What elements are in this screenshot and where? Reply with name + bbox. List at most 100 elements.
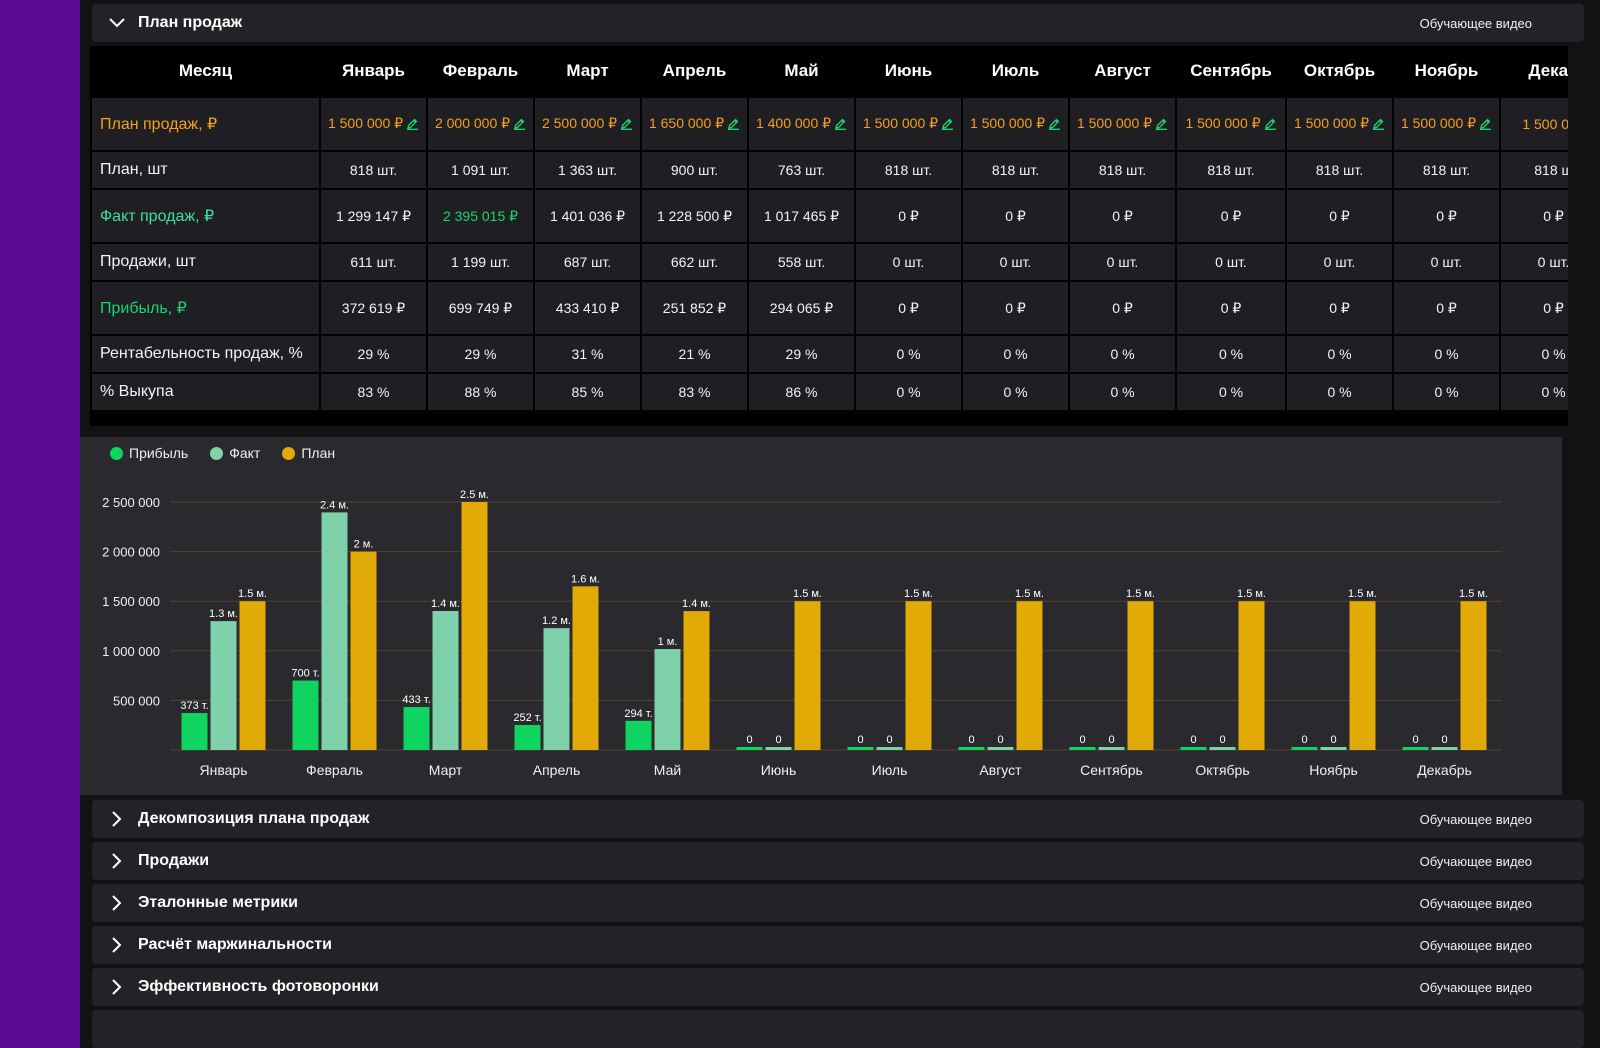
- legend-item[interactable]: Факт: [210, 445, 260, 461]
- pencil-edit-icon[interactable]: [941, 117, 954, 133]
- pencil-edit-icon[interactable]: [727, 117, 740, 133]
- tutorial-video-link[interactable]: Обучающее видео: [1419, 895, 1532, 911]
- section-header[interactable]: Декомпозиция плана продаж Обучающее видео: [92, 800, 1584, 838]
- table-cell: 0 ₽: [1499, 280, 1568, 336]
- x-tick-label: Август: [979, 762, 1022, 778]
- bar-план: [461, 502, 488, 750]
- table-cell: 0 %: [1175, 372, 1287, 412]
- x-tick-label: Сентябрь: [1080, 762, 1143, 778]
- cell-value: 0 %: [1327, 384, 1352, 400]
- data-label: 433 т.: [402, 694, 430, 706]
- chevron-right-icon[interactable]: [96, 842, 138, 880]
- cell-value: 1 299 147 ₽: [335, 207, 412, 224]
- legend-label: Факт: [229, 445, 261, 461]
- pencil-edit-icon[interactable]: [1048, 117, 1061, 133]
- table-cell: 0 шт.: [1392, 242, 1501, 282]
- legend-dot-icon: [210, 446, 224, 460]
- cell-value: 1 017 465 ₽: [763, 207, 840, 224]
- pencil-edit-icon[interactable]: [406, 117, 419, 133]
- data-label: 2 м.: [354, 539, 374, 551]
- pencil-edit-icon[interactable]: [513, 117, 526, 133]
- cell-value: 0 шт.: [1323, 254, 1356, 270]
- bar-план: [1016, 601, 1043, 750]
- editable-plan-cell[interactable]: 1 500 000 ₽: [1175, 96, 1287, 152]
- editable-plan-cell[interactable]: 1 500 000 ₽: [1285, 96, 1394, 152]
- cell-value: 0 шт.: [1430, 254, 1463, 270]
- table-cell: 0 %: [854, 372, 963, 412]
- editable-plan-cell[interactable]: 2 500 000 ₽: [533, 96, 642, 152]
- pencil-edit-icon[interactable]: [834, 117, 847, 133]
- data-label: 252 т.: [513, 712, 541, 724]
- editable-plan-cell[interactable]: 1 650 000 ₽: [640, 96, 749, 152]
- table-cell: 0 ₽: [1175, 280, 1287, 336]
- pencil-edit-icon[interactable]: [1264, 117, 1277, 133]
- column-header: Июнь: [855, 46, 962, 97]
- legend-label: План: [301, 445, 336, 461]
- section-title: План продаж: [138, 14, 243, 31]
- tutorial-video-link[interactable]: Обучающее видео: [1419, 15, 1532, 31]
- cell-value: 0 ₽: [1220, 299, 1242, 316]
- cell-value: 86 %: [785, 384, 818, 400]
- editable-plan-cell[interactable]: 1 500 000: [1499, 96, 1568, 152]
- table-cell: 0 %: [1285, 334, 1394, 374]
- data-label: 2.5 м.: [460, 489, 489, 501]
- table-cell: 900 шт.: [640, 150, 749, 190]
- legend-item[interactable]: План: [282, 445, 335, 461]
- cell-value: 1 500 000 ₽: [1400, 115, 1477, 131]
- chevron-right-icon[interactable]: [96, 884, 138, 922]
- cell-value: 818 шт.: [349, 162, 398, 178]
- column-header: Октябрь: [1286, 46, 1393, 97]
- bar-прибыль: [181, 713, 208, 750]
- section-header[interactable]: Эффективность фотоворонки Обучающее видео: [92, 968, 1584, 1006]
- data-label: 1.5 м.: [793, 588, 822, 600]
- pencil-edit-icon[interactable]: [1155, 117, 1168, 133]
- sales-plan-table: Месяц Январь Февраль Март Апрель Май Июнь Июль А…: [90, 46, 1568, 426]
- bar-план: [683, 611, 710, 750]
- section-header[interactable]: Расчёт маржинальности Обучающее видео: [92, 926, 1584, 964]
- bar-прибыль: [958, 747, 985, 750]
- section-header[interactable]: Продажи Обучающее видео: [92, 842, 1584, 880]
- editable-plan-cell[interactable]: 1 400 000 ₽: [747, 96, 856, 152]
- legend-item[interactable]: Прибыль: [110, 445, 188, 461]
- cell-value: 1 500 000 ₽: [969, 115, 1046, 131]
- section-title: Продажи: [138, 852, 210, 869]
- section-header[interactable]: Эталонные метрики Обучающее видео: [92, 884, 1584, 922]
- chevron-down-icon[interactable]: [96, 4, 138, 42]
- tutorial-video-link[interactable]: Обучающее видео: [1419, 853, 1532, 869]
- section-header-partial[interactable]: [92, 1010, 1584, 1048]
- pencil-edit-icon[interactable]: [1372, 117, 1385, 133]
- cell-value: 818 ш: [1534, 162, 1568, 178]
- cell-value: 29 %: [357, 346, 390, 362]
- editable-plan-cell[interactable]: 1 500 000 ₽: [1392, 96, 1501, 152]
- section-header-sales-plan[interactable]: План продаж Обучающее видео: [92, 4, 1584, 42]
- pencil-edit-icon[interactable]: [1479, 117, 1492, 133]
- row-label: Продажи, шт: [90, 242, 321, 282]
- table-cell: 29 %: [426, 334, 535, 374]
- table-cell: 1 363 шт.: [533, 150, 642, 190]
- data-label: 0: [1330, 734, 1336, 746]
- table-cell: 0 %: [1392, 334, 1501, 374]
- table-cell: 1 091 шт.: [426, 150, 535, 190]
- tutorial-video-link[interactable]: Обучающее видео: [1419, 979, 1532, 995]
- editable-plan-cell[interactable]: 2 000 000 ₽: [426, 96, 535, 152]
- data-label: 0: [997, 734, 1003, 746]
- pencil-edit-icon[interactable]: [620, 117, 633, 133]
- editable-plan-cell[interactable]: 1 500 000 ₽: [319, 96, 428, 152]
- section-title: Декомпозиция плана продаж: [138, 810, 370, 827]
- editable-plan-cell[interactable]: 1 500 000 ₽: [961, 96, 1070, 152]
- table-cell: 251 852 ₽: [640, 280, 749, 336]
- tutorial-video-link[interactable]: Обучающее видео: [1419, 811, 1532, 827]
- sales-chart: 500 000 1 000 000 1 500 000 2 000 000 2 500 …: [102, 489, 1502, 778]
- cell-value: 2 000 000 ₽: [434, 115, 511, 131]
- editable-plan-cell[interactable]: 1 500 000 ₽: [854, 96, 963, 152]
- bar-факт: [432, 611, 459, 750]
- table-cell: 29 %: [747, 334, 856, 374]
- chevron-right-icon[interactable]: [96, 800, 138, 838]
- chevron-right-icon[interactable]: [96, 926, 138, 964]
- cell-value: 699 749 ₽: [448, 299, 513, 316]
- bar-прибыль: [403, 707, 430, 750]
- editable-plan-cell[interactable]: 1 500 000 ₽: [1068, 96, 1177, 152]
- chevron-right-icon[interactable]: [96, 968, 138, 1006]
- table-cell: 433 410 ₽: [533, 280, 642, 336]
- tutorial-video-link[interactable]: Обучающее видео: [1419, 937, 1532, 953]
